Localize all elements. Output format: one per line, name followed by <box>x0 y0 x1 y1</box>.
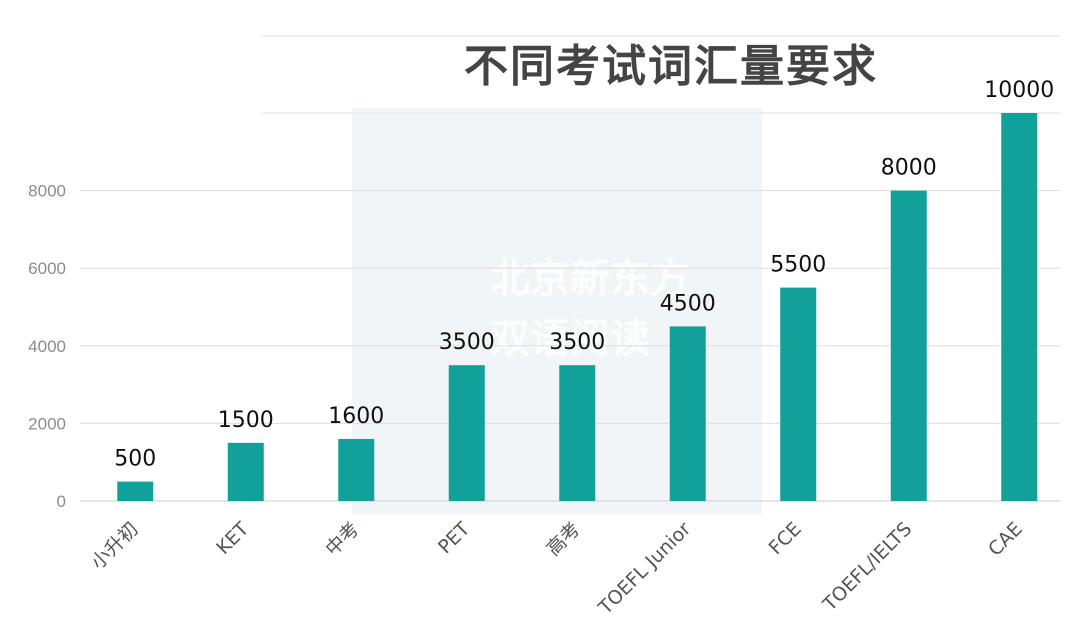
x-tick-label: KET <box>212 518 253 559</box>
x-tick-label: TOEFL Junior <box>594 518 696 620</box>
data-label: 8000 <box>881 156 937 181</box>
x-tick-label: PET <box>434 518 475 559</box>
x-tick-label: 中考 <box>321 518 363 560</box>
x-tick-label: FCE <box>765 518 806 559</box>
watermark-line-1: 北京新东方 <box>490 256 690 302</box>
chart-title: 不同考试词汇量要求 <box>464 41 878 92</box>
bar <box>117 481 154 501</box>
data-label: 3500 <box>439 330 495 355</box>
x-tick-label: 小升初 <box>87 518 143 574</box>
y-tick-label: 8000 <box>28 182 66 201</box>
data-label: 1500 <box>218 408 274 433</box>
data-label: 5500 <box>770 253 826 278</box>
bar <box>780 287 817 501</box>
data-label: 500 <box>114 447 156 472</box>
y-tick-label: 6000 <box>28 259 66 278</box>
bar <box>669 326 706 501</box>
data-label: 1600 <box>328 404 384 429</box>
y-tick-label: 2000 <box>28 414 66 433</box>
bar <box>338 438 375 501</box>
bar <box>559 365 596 501</box>
y-tick-label: 0 <box>57 492 66 511</box>
bar <box>448 365 485 501</box>
data-label: 4500 <box>660 291 716 316</box>
data-label: 10000 <box>984 78 1054 103</box>
bar <box>227 442 264 501</box>
y-tick-label: 4000 <box>28 337 66 356</box>
bar <box>1001 113 1038 501</box>
bar <box>890 190 927 501</box>
x-tick-label: TOEFL/IELTS <box>818 518 916 616</box>
watermark-line-2: 双语阅读 <box>490 316 650 362</box>
data-label: 3500 <box>549 330 605 355</box>
x-tick-label: CAE <box>984 518 1027 561</box>
x-tick-label: 高考 <box>542 518 584 560</box>
